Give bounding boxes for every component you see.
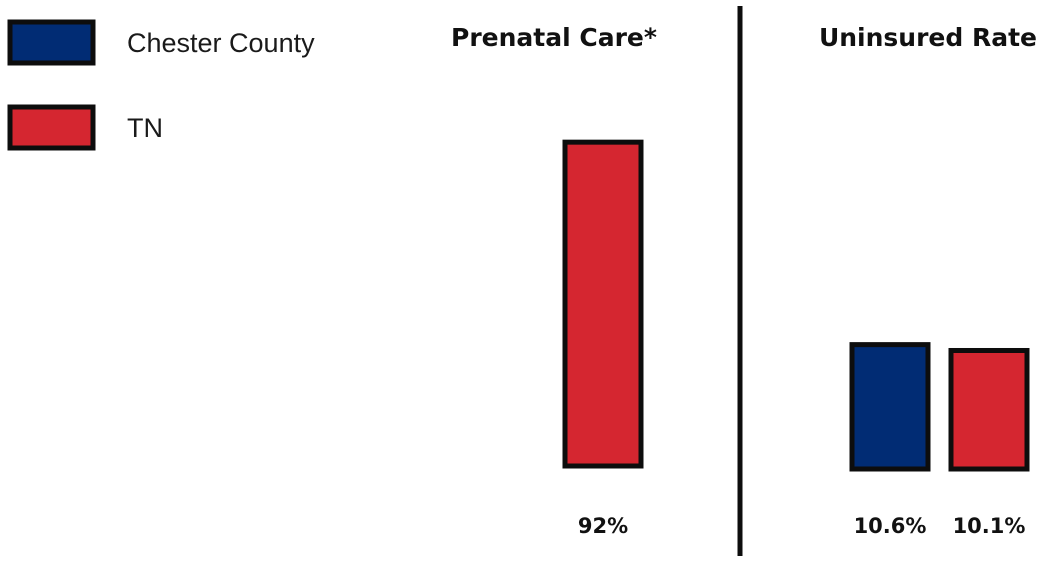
data-label-0-0: 92%	[578, 514, 628, 538]
bar-0-0	[562, 139, 644, 469]
data-label-1-1: 10.1%	[953, 514, 1026, 538]
legend-swatch-1	[7, 104, 96, 151]
data-label-1-0: 10.6%	[854, 514, 927, 538]
legend-label-0: Chester County	[127, 28, 315, 58]
legend-swatch-0	[7, 19, 96, 66]
legend-label-1: TN	[127, 113, 163, 143]
bar-1-1	[948, 347, 1030, 472]
panel-title-0: Prenatal Care*	[451, 23, 657, 52]
panel-title-1: Uninsured Rate	[819, 23, 1037, 52]
bar-1-0	[849, 342, 931, 472]
